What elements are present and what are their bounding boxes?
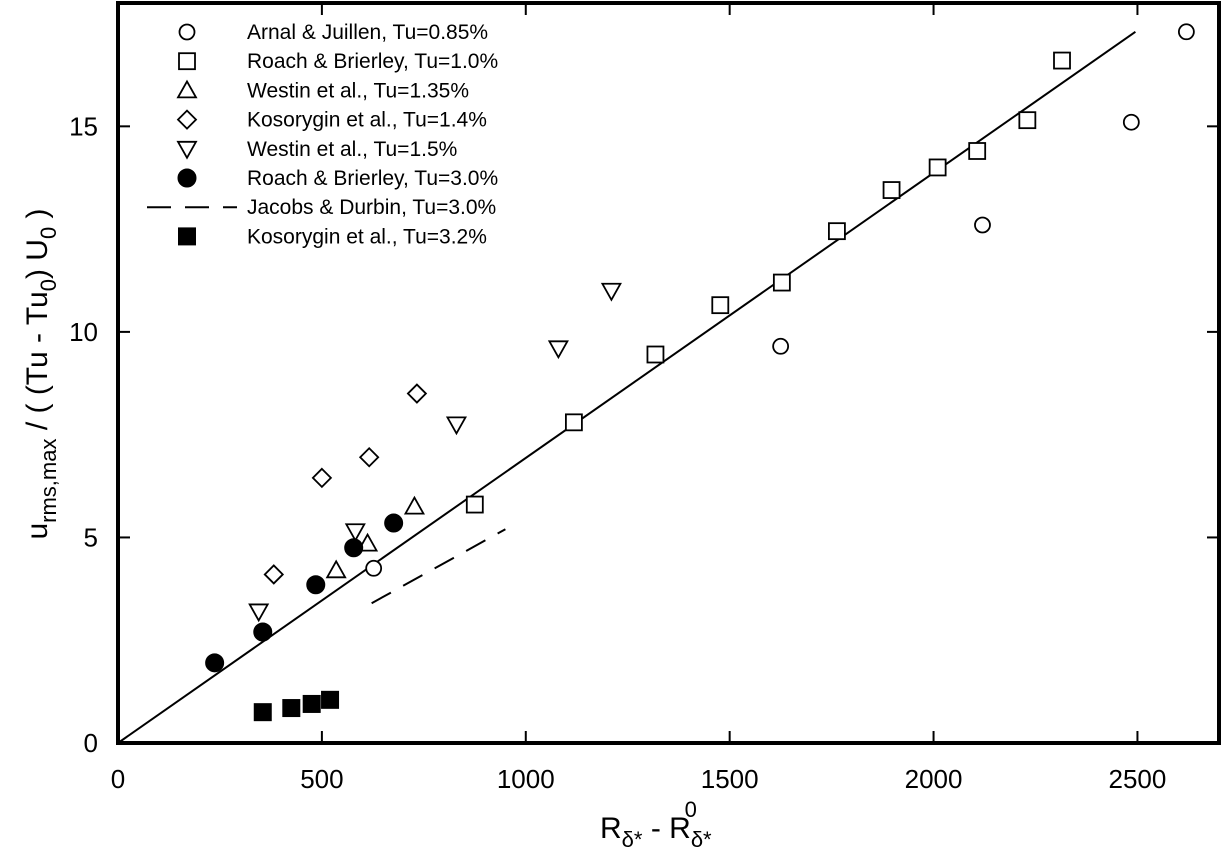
series-3: [263, 383, 428, 585]
axis-labels: Rδ* - Rδ*0 urms,max / ( (Tu - Tu0) U0 ): [21, 208, 712, 851]
legend-entry: Kosorygin et al., Tu=1.4%: [176, 109, 487, 132]
x-tick-label: 2000: [905, 764, 963, 794]
legend-entry: Roach & Brierley, Tu=1.0%: [178, 50, 498, 73]
data-point: [311, 467, 333, 489]
plot-frame: [116, 1, 1221, 745]
x-tick-label: 1000: [497, 764, 555, 794]
legend-marker: [178, 23, 196, 41]
data-point: [358, 447, 380, 468]
legend-label: Westin et al., Tu=1.5%: [247, 138, 457, 161]
y-tick-label: 15: [69, 111, 98, 141]
data-point: [445, 416, 467, 436]
data-point: [828, 222, 846, 241]
series-4: [248, 282, 622, 623]
data-point: [406, 383, 428, 404]
y-tick-label: 5: [84, 522, 98, 552]
data-point: [248, 603, 270, 623]
data-point: [365, 559, 383, 577]
data-point: [1122, 113, 1140, 131]
data-point: [253, 703, 272, 722]
legend-marker: [178, 52, 196, 71]
y-tick-label: 10: [69, 317, 98, 347]
legend-entry: Jacobs & Durbin, Tu=3.0%: [147, 196, 496, 219]
fit-line: [117, 30, 1136, 744]
data-point: [205, 653, 225, 673]
data-point: [253, 622, 273, 642]
x-tick-label: 500: [300, 764, 343, 794]
series-layer: [205, 23, 1195, 722]
data-point: [302, 694, 321, 713]
data-point: [1018, 111, 1037, 130]
series-0: [365, 23, 1195, 577]
data-point: [344, 538, 364, 558]
fit-line-layer: [117, 30, 1136, 744]
data-point: [263, 564, 285, 585]
legend-label: Westin et al., Tu=1.35%: [247, 79, 469, 102]
legend-label: Kosorygin et al., Tu=1.4%: [247, 109, 487, 132]
data-point: [1177, 23, 1195, 41]
legend-label: Roach & Brierley, Tu=1.0%: [247, 50, 498, 73]
data-point: [282, 699, 301, 718]
legend-label: Roach & Brierley, Tu=3.0%: [247, 167, 498, 190]
data-point: [646, 345, 665, 364]
legend-entry: Arnal & Juillen, Tu=0.85%: [178, 21, 488, 44]
data-point: [711, 296, 730, 315]
legend-entry: Kosorygin et al., Tu=3.2%: [178, 225, 487, 248]
x-tick-label: 2500: [1109, 764, 1167, 794]
series-6: [371, 528, 506, 605]
data-point: [772, 337, 790, 355]
data-point: [882, 181, 901, 199]
x-tick-label: 0: [111, 764, 125, 794]
legend-label: Kosorygin et al., Tu=3.2%: [247, 225, 487, 248]
data-point: [1053, 51, 1071, 70]
legend-marker: [176, 79, 198, 99]
data-point: [344, 523, 366, 543]
data-point: [772, 273, 791, 292]
y-tick-label: 0: [84, 728, 98, 758]
legend-entry: Roach & Brierley, Tu=3.0%: [177, 167, 498, 190]
legend-marker: [176, 140, 198, 160]
data-point: [974, 216, 991, 234]
legend-label: Jacobs & Durbin, Tu=3.0%: [247, 196, 496, 219]
legend-label: Arnal & Juillen, Tu=0.85%: [247, 21, 488, 44]
legend-marker: [177, 168, 197, 188]
data-point: [321, 690, 340, 709]
legend-marker: [178, 227, 196, 246]
axis-ticks: 0 500 1000 1500 2000 2500 0 5 10 15: [69, 3, 1219, 794]
data-point: [306, 575, 326, 595]
x-tick-label: 1500: [701, 764, 759, 794]
data-point: [968, 142, 987, 160]
legend-entry: Westin et al., Tu=1.35%: [176, 79, 469, 102]
data-point: [403, 495, 425, 515]
data-point: [547, 340, 569, 360]
data-point: [564, 413, 583, 432]
y-axis-label: urms,max / ( (Tu - Tu0) U0 ): [21, 208, 61, 539]
series-1: [465, 51, 1071, 514]
data-point: [384, 513, 404, 533]
data-point: [600, 282, 622, 302]
legend-marker: [176, 109, 198, 130]
series-line: [371, 528, 506, 605]
series-5: [205, 513, 404, 673]
x-axis-label: Rδ* - Rδ*0: [600, 797, 712, 851]
data-point: [325, 559, 347, 579]
legend: Arnal & Juillen, Tu=0.85% Roach & Brierle…: [147, 21, 498, 248]
data-point: [928, 158, 947, 177]
data-point: [465, 495, 484, 514]
legend-entry: Westin et al., Tu=1.5%: [176, 138, 457, 161]
series-7: [253, 690, 340, 722]
